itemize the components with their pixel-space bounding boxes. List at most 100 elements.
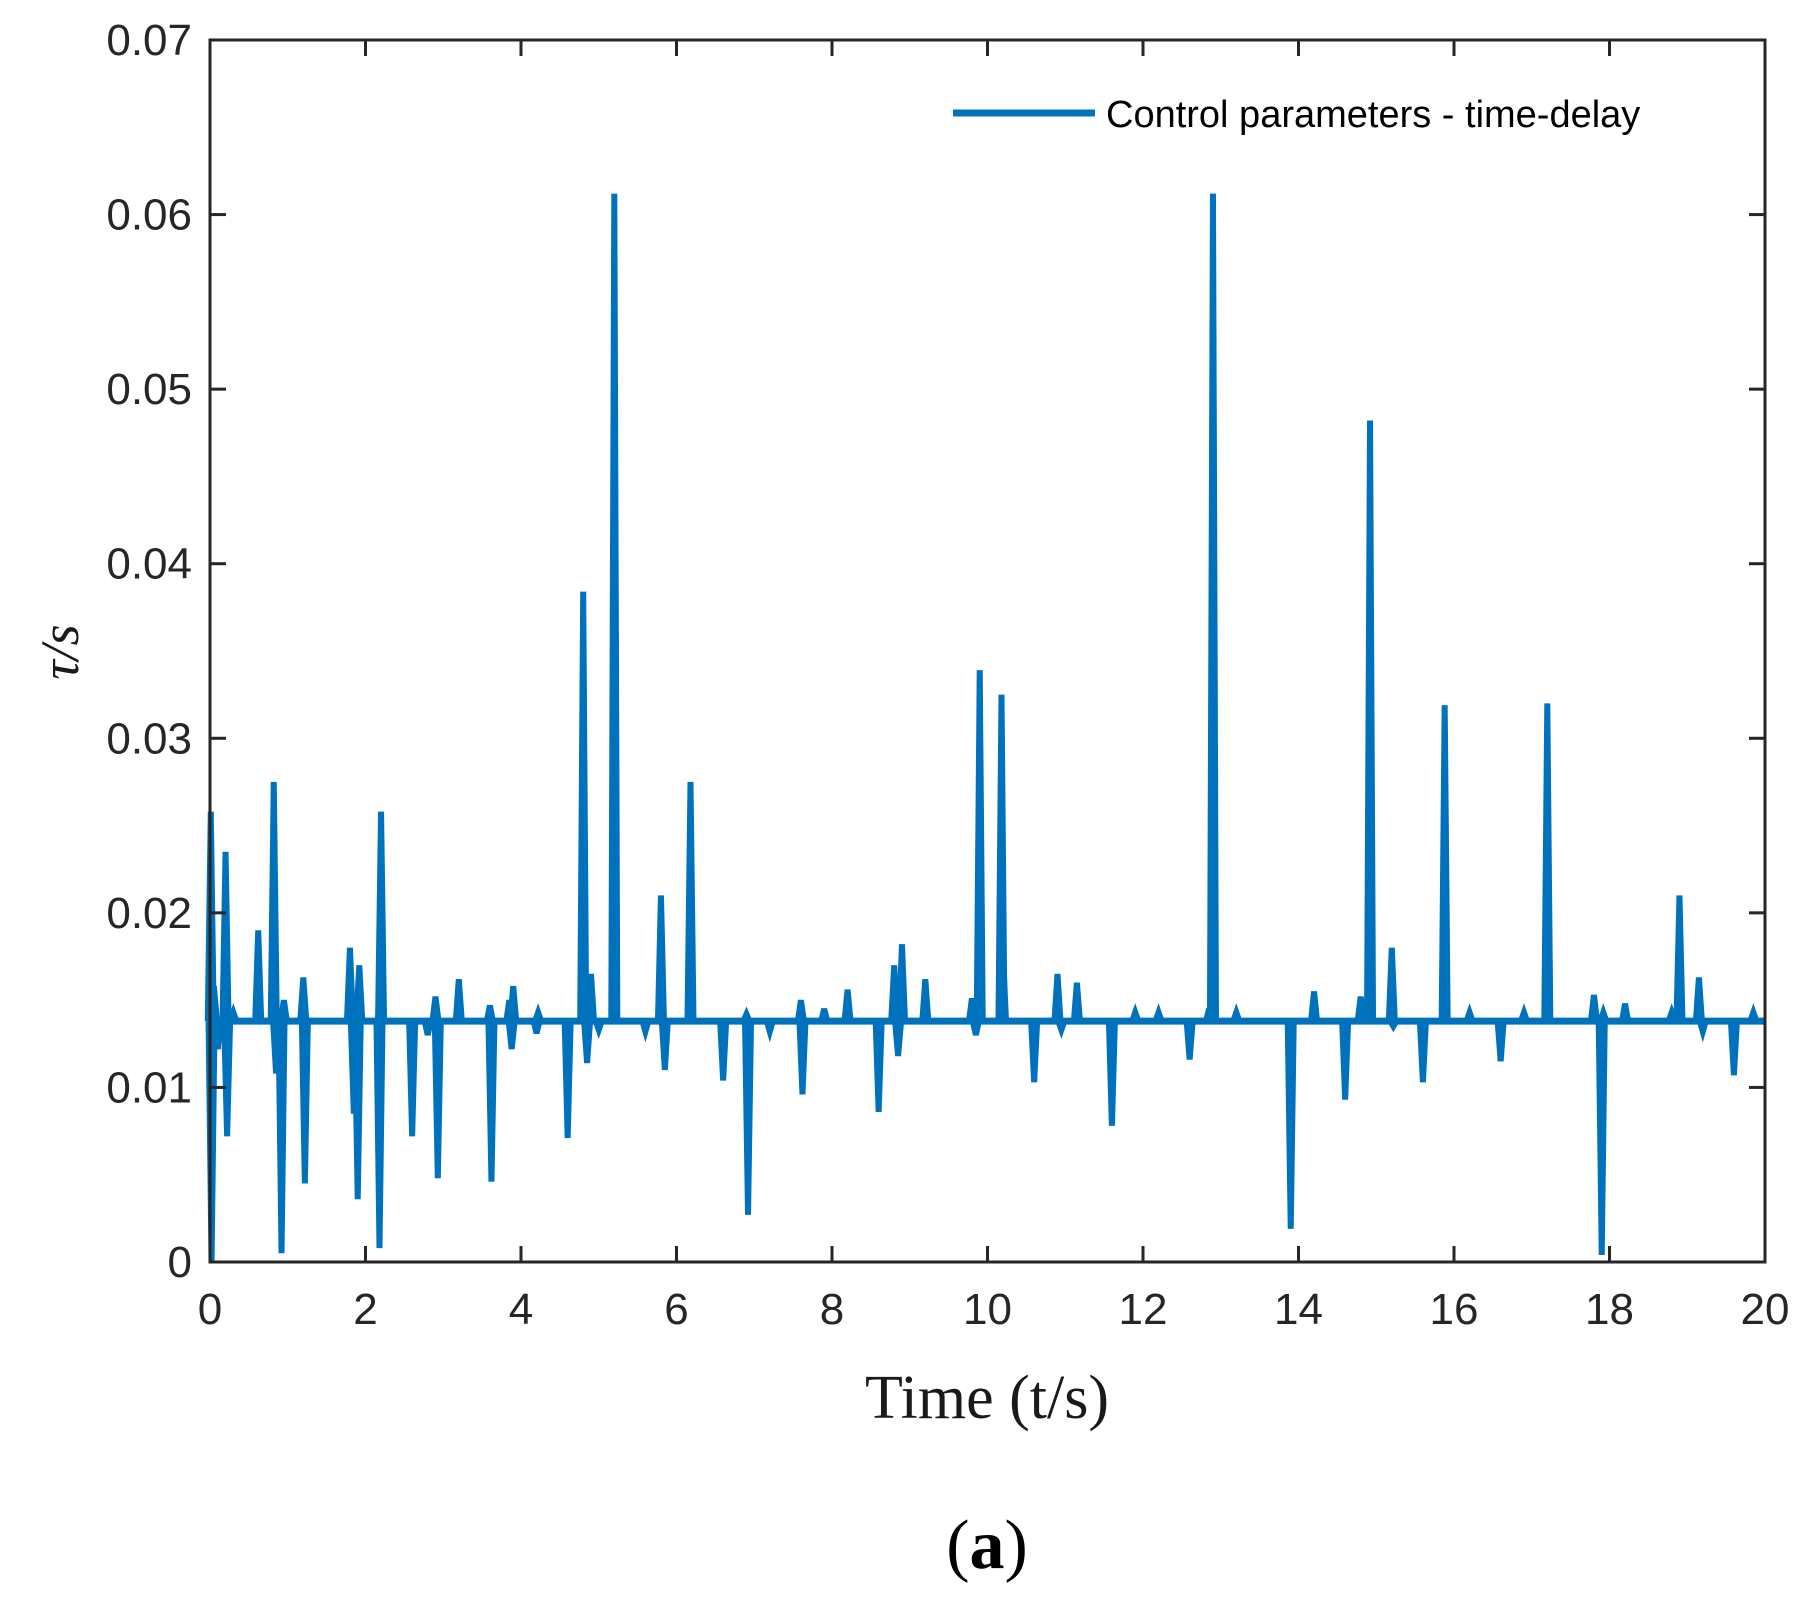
x-axis-label: Time (t/s) <box>865 1364 1109 1432</box>
series-spike <box>1438 705 1451 1022</box>
y-tick-label: 0 <box>168 1238 192 1287</box>
series-spike <box>267 781 280 1022</box>
series-spike <box>1152 1003 1165 1023</box>
series-spike <box>872 1020 885 1112</box>
series-spike <box>505 1020 518 1050</box>
series-spike <box>353 965 366 1022</box>
series-spike <box>888 965 901 1022</box>
y-tick-label: 0.03 <box>106 714 192 763</box>
x-tick-label: 6 <box>664 1285 688 1334</box>
series-spike <box>919 978 932 1022</box>
series-spike <box>1597 1003 1610 1023</box>
x-tick-label: 16 <box>1430 1285 1479 1334</box>
series-layer <box>204 193 1765 1263</box>
series-spike <box>219 851 232 1022</box>
series-spike <box>1129 1003 1142 1023</box>
series-spike <box>1416 1020 1429 1083</box>
legend-label: Control parameters - time-delay <box>1106 94 1640 136</box>
series-spike <box>740 1006 753 1023</box>
series-spike <box>507 985 520 1022</box>
series-spike <box>654 895 667 1022</box>
series-spike <box>431 1021 444 1179</box>
caption-paren-open: ( <box>946 1507 969 1584</box>
x-tick-label: 12 <box>1119 1285 1168 1334</box>
series-spike <box>1308 991 1321 1022</box>
series-spike <box>997 956 1010 1022</box>
series-spike <box>297 977 310 1022</box>
series-spike <box>530 1020 543 1035</box>
y-tick-label: 0.06 <box>106 191 192 240</box>
series-spike <box>373 1021 386 1249</box>
caption-paren-close: ) <box>1005 1507 1028 1584</box>
series-spike <box>717 1020 730 1081</box>
series-spike <box>684 781 697 1022</box>
series-spike <box>375 811 388 1022</box>
series-spike <box>1595 1021 1608 1256</box>
x-tick-label: 14 <box>1274 1285 1323 1334</box>
y-axis-label: τ/s <box>30 624 90 679</box>
y-tick-label: 0.04 <box>106 540 192 589</box>
plot-area <box>210 40 1765 1262</box>
y-tick-label: 0.05 <box>106 365 192 414</box>
series-spike <box>252 930 265 1022</box>
series-spike <box>1028 1020 1041 1083</box>
series-spike <box>1055 1020 1068 1040</box>
series-spike <box>1105 1021 1118 1126</box>
series-spike <box>483 1004 496 1022</box>
series-spike <box>581 1020 594 1064</box>
series-spike <box>1696 1020 1709 1043</box>
series-spike <box>1387 1019 1399 1033</box>
x-tick-label: 4 <box>509 1285 533 1334</box>
x-tick-label: 8 <box>820 1285 844 1334</box>
series-spike <box>584 973 597 1022</box>
series-spike <box>532 1003 544 1023</box>
series-spike <box>1364 420 1377 1022</box>
series-spike <box>1727 1020 1740 1076</box>
series-spike <box>485 1021 498 1182</box>
series-spike <box>275 1021 288 1254</box>
series-spike <box>1692 977 1705 1022</box>
series-spike <box>841 989 854 1022</box>
x-tick-label: 18 <box>1585 1285 1634 1334</box>
series-spike <box>895 944 908 1022</box>
series-spike <box>1541 703 1554 1022</box>
x-tick-label: 20 <box>1741 1285 1790 1334</box>
series-spike <box>794 999 807 1022</box>
series-spike <box>658 1020 671 1071</box>
series-spike <box>796 1020 809 1095</box>
series-spike <box>1673 895 1686 1022</box>
caption-letter: a <box>970 1507 1005 1584</box>
series-spike <box>969 1020 982 1036</box>
series-spike <box>1587 994 1600 1022</box>
ticks-layer: 0 2 4 6 8 10 12 14 16 18 20 0 0.01 0.02 0.03 0.04 0.05 0.… <box>106 16 1789 1334</box>
series-spike <box>608 193 621 1022</box>
series-spike <box>1339 1020 1352 1100</box>
series-spike <box>577 591 590 1022</box>
series-spike <box>1230 1003 1243 1023</box>
x-tick-label: 0 <box>198 1285 222 1334</box>
series-spike <box>995 694 1008 1022</box>
x-tick-label: 2 <box>353 1285 377 1334</box>
series-spike <box>211 1020 224 1050</box>
series-spike <box>892 1020 905 1057</box>
series-spike <box>406 1021 419 1137</box>
series-spike <box>207 985 220 1022</box>
series-spike <box>1206 193 1219 1022</box>
series-spike <box>639 1020 652 1043</box>
figure-caption: (a) <box>946 1507 1028 1584</box>
series-spike <box>763 1020 776 1043</box>
series-spike <box>592 1020 605 1040</box>
series-spike <box>1385 947 1398 1022</box>
series-spike <box>1463 1003 1476 1023</box>
series-spike <box>351 1021 364 1200</box>
series-spike <box>221 1021 234 1137</box>
series-spike <box>561 1021 574 1139</box>
y-tick-label: 0.02 <box>106 889 192 938</box>
series-spike <box>1051 973 1064 1022</box>
series-spike <box>1747 1003 1760 1023</box>
series-spike <box>1070 982 1083 1022</box>
series-spike <box>973 670 986 1022</box>
series-spike <box>742 1021 755 1215</box>
series-spike <box>1284 1021 1297 1229</box>
